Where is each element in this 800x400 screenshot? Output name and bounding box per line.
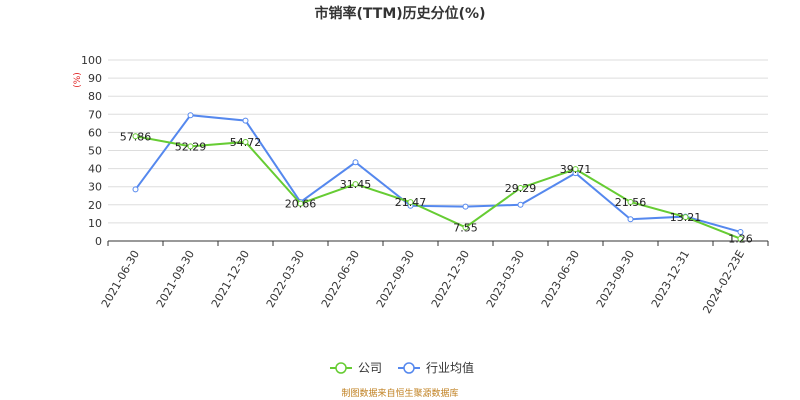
chart-title: 市销率(TTM)历史分位(%) [315, 5, 486, 22]
data-point [352, 159, 359, 166]
data-point [187, 143, 194, 150]
x-tick-label: 2023-03-30 [484, 248, 527, 310]
data-label: 31.45 [340, 178, 372, 191]
data-label: 21.47 [395, 196, 427, 209]
data-point [352, 181, 359, 188]
data-point [462, 203, 469, 210]
data-point [627, 198, 634, 205]
data-point [627, 216, 634, 223]
data-point [517, 201, 524, 208]
data-point [187, 112, 194, 119]
x-axis [107, 241, 769, 246]
data-label: 29.29 [505, 182, 537, 195]
x-tick-label: 2021-06-30 [99, 248, 142, 310]
data-point [572, 166, 579, 173]
data-label: 54.72 [230, 136, 262, 149]
series-line [134, 114, 741, 233]
x-tick-label: 2021-12-30 [209, 248, 252, 310]
y-tick-label: 20 [88, 199, 102, 212]
data-label: 13.21 [670, 211, 702, 224]
data-label: 52.29 [175, 140, 207, 153]
x-tick-label: 2023-06-30 [539, 248, 582, 310]
y-tick-label: 10 [88, 217, 102, 230]
data-label: 39.71 [560, 163, 592, 176]
y-tick-label: 50 [88, 145, 102, 158]
y-tick-label: 60 [88, 126, 102, 139]
series-line [135, 135, 741, 240]
y-tick-label: 30 [88, 181, 102, 194]
legend-marker [335, 362, 347, 374]
series-lines [132, 112, 744, 242]
data-point [737, 228, 744, 235]
data-label: 7.55 [453, 221, 478, 234]
data-label: 1.26 [728, 233, 753, 246]
x-tick-label: 2022-12-30 [429, 248, 472, 310]
data-label: 21.56 [615, 196, 647, 209]
y-tick-label: 80 [88, 90, 102, 103]
legend-marker [403, 362, 415, 374]
data-point [132, 133, 139, 140]
x-axis-ticks: 2021-06-30 2021-09-30 2021-12-30 2022-03-30… [99, 248, 747, 316]
legend-label: 公司 [358, 361, 382, 375]
data-point [242, 117, 249, 124]
y-tick-label: 70 [88, 108, 102, 121]
data-label: 57.86 [120, 130, 152, 143]
data-point [297, 200, 304, 207]
data-point [517, 184, 524, 191]
x-tick-label: 2024-02-23E [700, 248, 747, 316]
data-point [682, 214, 689, 221]
x-tick-label: 2023-12-31 [649, 248, 692, 310]
y-tick-label: 100 [81, 54, 102, 67]
data-point [407, 199, 414, 206]
y-tick-label: 90 [88, 72, 102, 85]
x-tick-label: 2023-09-30 [594, 248, 637, 310]
data-point [737, 235, 744, 242]
y-axis-unit: (%) [73, 72, 83, 88]
y-axis-ticks: 0 10 20 30 40 50 60 70 80 90 100 [81, 54, 102, 248]
data-point [242, 138, 249, 145]
y-tick-label: 0 [95, 235, 102, 248]
legend-label: 行业均值 [426, 360, 474, 375]
x-tick-label: 2021-09-30 [154, 248, 197, 310]
grid-lines [108, 59, 768, 242]
x-tick-label: 2022-03-30 [264, 248, 307, 310]
data-point [462, 224, 469, 231]
data-labels: 57.86 52.29 54.72 20.66 31.45 21.47 7.55 29.29 3… [120, 130, 753, 245]
data-label: 20.66 [285, 198, 317, 211]
source-note: 制图数据来自恒生聚源数据库 [341, 387, 458, 399]
x-tick-label: 2022-09-30 [374, 248, 417, 310]
legend: 公司 行业均值 [330, 360, 474, 375]
y-tick-label: 40 [88, 163, 102, 176]
data-point [132, 186, 139, 193]
x-tick-label: 2022-06-30 [319, 248, 362, 310]
